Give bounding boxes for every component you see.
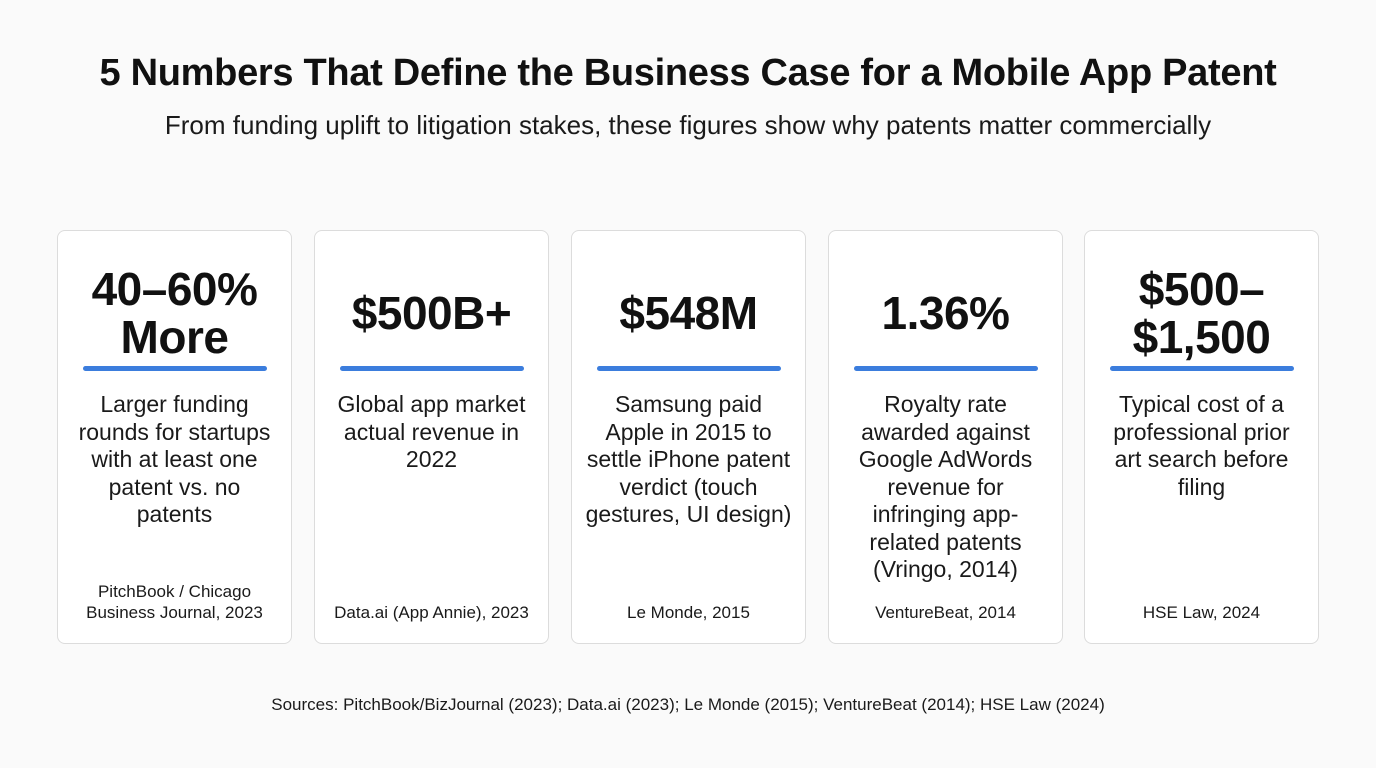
stat-card-search-cost: $500–$1,500 Typical cost of a profession… [1084,230,1319,644]
stat-value: 40–60% More [91,263,258,363]
stat-card-settlement: $548M Samsung paid Apple in 2015 to sett… [571,230,806,644]
stat-source: Data.ai (App Annie), 2023 [334,603,529,622]
stat-card-funding: 40–60% More Larger funding rounds for st… [57,230,292,644]
stat-value: $500–$1,500 [1132,263,1271,363]
accent-bar [597,366,781,371]
stat-description: Larger funding rounds for startups with … [78,391,271,527]
stat-source: PitchBook / Chicago Business Journal, 20… [86,582,263,622]
page-subtitle: From funding uplift to litigation stakes… [164,110,1212,140]
accent-bar [1110,366,1294,371]
stat-source: VentureBeat, 2014 [875,603,1016,622]
page-title: 5 Numbers That Define the Business Case … [99,52,1277,94]
stat-source: HSE Law, 2024 [1142,603,1261,622]
accent-bar [83,366,267,371]
stat-source: Le Monde, 2015 [627,603,750,622]
stat-description: Global app market actual revenue in 2022 [337,391,526,472]
stat-card-market: $500B+ Global app market actual revenue … [314,230,549,644]
stat-description: Royalty rate awarded against Google AdWo… [858,391,1033,582]
stat-card-royalty: 1.36% Royalty rate awarded against Googl… [828,230,1063,644]
sources-footer: Sources: PitchBook/BizJournal (2023); Da… [271,695,1105,714]
stat-description: Typical cost of a professional prior art… [1113,391,1290,500]
accent-bar [854,366,1038,371]
stat-value: $500B+ [351,287,512,339]
stat-cards: 40–60% More Larger funding rounds for st… [57,230,1319,644]
stat-value: 1.36% [881,287,1010,339]
accent-bar [340,366,524,371]
stat-description: Samsung paid Apple in 2015 to settle iPh… [585,391,792,527]
stat-value: $548M [619,287,758,339]
